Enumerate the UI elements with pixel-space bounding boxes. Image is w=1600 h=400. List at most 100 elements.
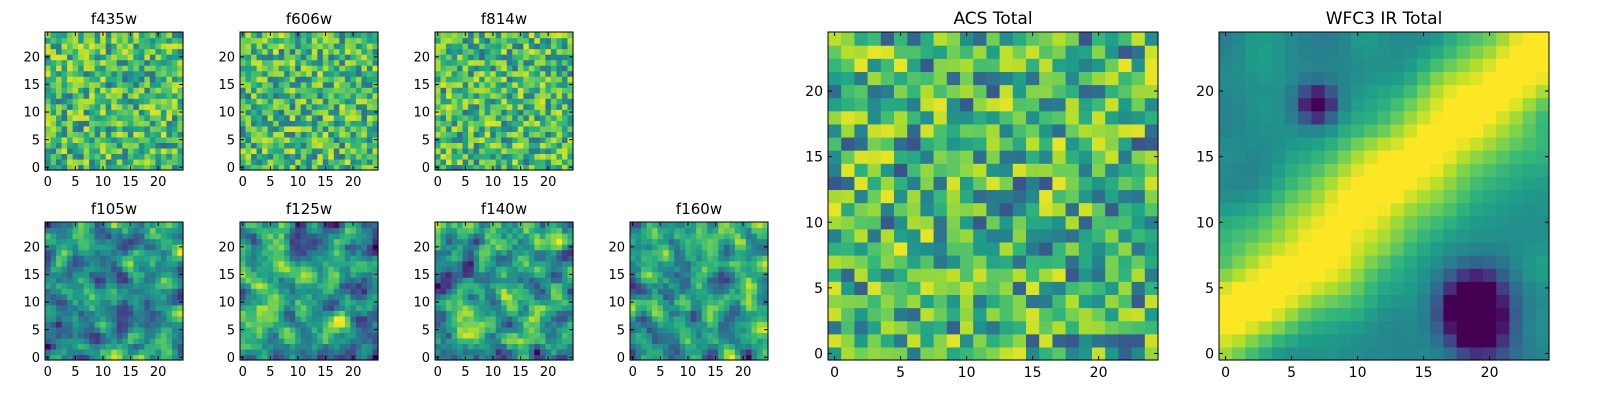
heat-cell xyxy=(138,233,145,240)
heat-cell xyxy=(171,109,179,116)
heat-cell xyxy=(361,92,368,99)
heat-cell xyxy=(111,222,118,229)
heat-cell xyxy=(718,238,725,245)
heat-cell xyxy=(828,215,842,230)
heat-cell xyxy=(72,249,79,256)
heat-cell xyxy=(89,147,96,155)
heat-cell xyxy=(473,227,480,234)
heat-cell xyxy=(166,98,173,105)
heat-cell xyxy=(712,310,719,317)
x-tick-label: 10 xyxy=(485,365,502,380)
heat-cell xyxy=(155,43,162,50)
heat-cell xyxy=(729,337,736,345)
heat-cell xyxy=(105,304,112,311)
heat-cell xyxy=(262,249,269,256)
heat-cell xyxy=(133,293,140,300)
heat-cell xyxy=(166,304,173,311)
heat-cell xyxy=(56,348,63,356)
heat-cell xyxy=(177,142,184,149)
heat-cell xyxy=(72,343,79,350)
heat-cell xyxy=(674,238,681,245)
heat-cell xyxy=(355,120,363,127)
heat-cell xyxy=(528,158,535,166)
heat-cell xyxy=(372,343,379,350)
heat-cell xyxy=(440,266,447,273)
heat-cell xyxy=(973,176,987,191)
heat-cell xyxy=(946,202,961,217)
heat-cell xyxy=(100,98,107,105)
heat-cell xyxy=(300,48,307,55)
heat-cell xyxy=(155,70,162,77)
heat-cell xyxy=(361,222,368,229)
heat-cell xyxy=(133,147,140,155)
heat-cell xyxy=(56,92,63,99)
heat-cell xyxy=(561,98,569,105)
heat-cell xyxy=(289,277,296,284)
heat-cell xyxy=(561,37,569,44)
heat-cell xyxy=(133,158,140,166)
heat-cell xyxy=(127,87,134,94)
heat-cell xyxy=(89,92,96,99)
heat-cell xyxy=(506,70,513,77)
heat-cell xyxy=(78,37,85,44)
heat-cell xyxy=(116,332,123,339)
heat-cell xyxy=(311,164,318,171)
heat-cell xyxy=(501,131,508,138)
heat-cell xyxy=(83,315,90,322)
heat-cell xyxy=(435,233,442,240)
heat-cell xyxy=(344,109,351,116)
heat-cell xyxy=(556,354,563,361)
heat-cell xyxy=(78,92,85,99)
heat-cell xyxy=(267,343,274,350)
heat-cell xyxy=(171,227,179,234)
heat-cell xyxy=(300,310,307,317)
heat-cell xyxy=(907,150,921,164)
heat-cell xyxy=(89,332,96,339)
heat-cell xyxy=(56,114,63,121)
heat-cell xyxy=(300,158,307,166)
heat-cell xyxy=(446,299,453,306)
heat-cell xyxy=(479,343,486,350)
heat-cell xyxy=(267,310,274,317)
heat-cell xyxy=(457,233,464,240)
heat-cell xyxy=(289,37,296,44)
heat-cell xyxy=(240,59,247,66)
heat-cell xyxy=(83,321,90,328)
heat-cell xyxy=(479,238,486,245)
heat-cell xyxy=(333,299,340,306)
heat-cell xyxy=(457,288,464,295)
heat-cell xyxy=(1039,307,1053,322)
heat-cell xyxy=(701,299,708,306)
heat-cell xyxy=(116,255,123,262)
heat-cell xyxy=(550,109,558,116)
heat-cell xyxy=(712,227,719,234)
heat-cell xyxy=(545,299,552,306)
heat-cell xyxy=(89,131,96,138)
heat-cell xyxy=(630,332,637,339)
heat-cell xyxy=(366,37,374,44)
heat-cell xyxy=(138,147,145,155)
heat-cell xyxy=(641,348,648,356)
heat-cell xyxy=(328,153,335,160)
heat-cell xyxy=(561,114,569,121)
heat-cell xyxy=(149,153,156,160)
heat-cell xyxy=(72,348,79,356)
heat-cell xyxy=(284,131,291,138)
heat-cell xyxy=(267,48,274,55)
heat-cell xyxy=(751,260,758,267)
heat-cell xyxy=(355,43,363,50)
heat-cell xyxy=(986,281,1001,295)
heat-cell xyxy=(550,59,558,66)
heat-cell xyxy=(311,332,318,339)
heat-cell xyxy=(545,260,552,267)
heat-cell xyxy=(674,304,681,311)
heat-cell xyxy=(111,238,118,245)
heat-cell xyxy=(355,125,363,132)
heat-cell xyxy=(116,288,123,295)
heat-cell xyxy=(160,343,168,350)
heat-cell xyxy=(50,326,57,333)
heat-cell xyxy=(479,233,486,240)
heat-cell xyxy=(171,103,179,110)
heat-cell xyxy=(440,271,447,278)
heat-cell xyxy=(446,348,453,356)
